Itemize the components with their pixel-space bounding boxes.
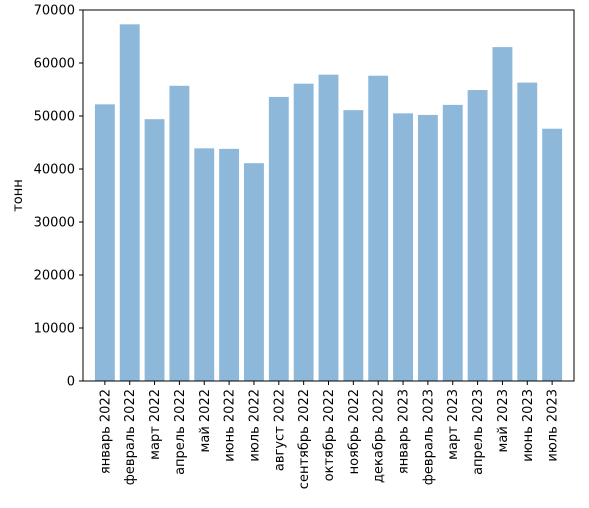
y-tick-label: 30000 [34,216,75,231]
x-axis: январь 2022 февраль 2022 март 2022 апрель 2… [98,381,561,489]
x-tick-label: май 2023 [496,389,511,452]
y-axis: 0 10000 20000 30000 40000 50000 60000 70000 [34,4,83,390]
x-tick-label: май 2022 [198,389,213,452]
bar-9 [318,74,339,381]
y-tick-label: 70000 [34,4,75,19]
bar-16 [492,47,513,381]
x-tick-label: февраль 2023 [421,389,436,485]
bars-group [94,24,563,382]
x-tick-label: декабрь 2022 [372,389,387,483]
bar-1 [119,24,140,382]
y-tick-label: 50000 [34,110,75,125]
x-tick-label: январь 2022 [98,389,113,474]
x-tick-label: март 2023 [446,389,461,460]
y-tick-label: 0 [67,375,75,390]
bar-4 [194,148,215,381]
bar-11 [368,75,389,381]
x-tick-label: июль 2023 [546,389,561,462]
bar-3 [169,85,190,381]
bar-8 [293,83,314,382]
bar-12 [393,113,413,381]
bar-6 [244,163,264,381]
x-tick-label: февраль 2022 [123,389,138,485]
bar-5 [219,148,240,381]
bar-0 [94,104,115,381]
y-axis-label: тонн [11,179,26,212]
x-tick-label: июнь 2023 [521,389,536,462]
x-tick-label: март 2022 [148,389,163,460]
x-tick-label: январь 2023 [397,389,412,474]
y-tick-label: 20000 [34,269,75,284]
bar-15 [467,90,488,381]
x-tick-label: ноябрь 2022 [347,389,362,474]
bar-2 [144,119,165,382]
x-tick-label: апрель 2022 [173,389,188,475]
x-tick-label: август 2022 [272,389,287,471]
y-tick-label: 60000 [34,57,75,72]
x-tick-label: сентябрь 2022 [297,389,312,489]
bar-18 [542,128,563,381]
plot-frame [82,9,575,382]
x-tick-label: июль 2022 [247,389,262,462]
bar-10 [343,110,364,382]
y-tick-label: 10000 [34,322,75,337]
bar-7 [268,96,289,382]
x-tick-label: октябрь 2022 [322,389,337,481]
bar-14 [442,104,463,382]
x-tick-label: апрель 2023 [471,389,486,475]
y-tick-label: 40000 [34,163,75,178]
bar-17 [517,82,538,382]
x-tick-label: июнь 2022 [223,389,238,462]
bar-13 [417,114,438,381]
